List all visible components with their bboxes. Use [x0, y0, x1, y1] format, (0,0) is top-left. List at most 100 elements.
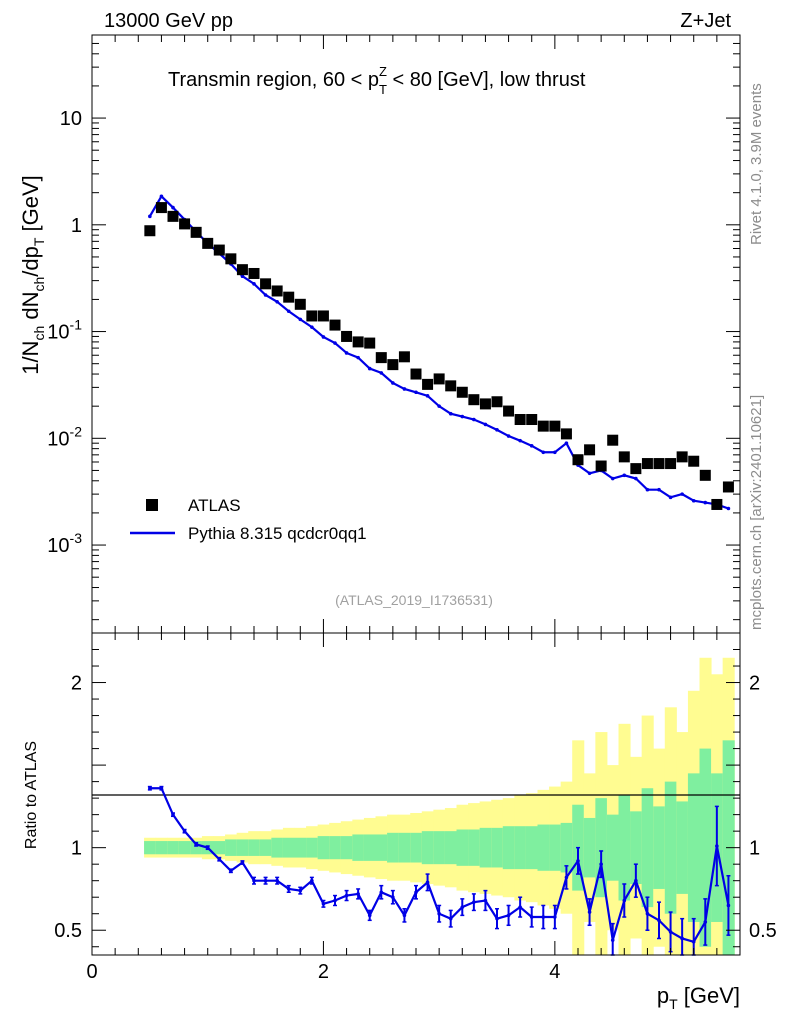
mc-point — [344, 351, 349, 355]
atlas-point — [503, 405, 515, 417]
atlas-series — [144, 202, 734, 510]
ratio-point — [182, 829, 187, 833]
mc-point — [610, 476, 615, 481]
x-axis-label: pT [GeV] — [657, 983, 740, 1012]
energy-label: 13000 GeV pp — [104, 10, 233, 32]
atlas-point — [572, 454, 584, 466]
ratio-mc-series — [147, 785, 731, 956]
mc-point — [518, 438, 522, 443]
ratio-point — [229, 868, 233, 873]
ratio-band-green — [248, 839, 261, 856]
atlas-point — [618, 451, 630, 463]
atlas-point — [260, 278, 272, 290]
ratio-point — [367, 913, 372, 918]
ratio-band-green — [259, 839, 272, 856]
atlas-point — [514, 414, 526, 426]
ratio-point — [460, 905, 465, 909]
ratio-band-green — [641, 788, 654, 908]
ratio-point — [576, 859, 580, 863]
atlas-point — [352, 336, 364, 348]
mc-point — [275, 300, 279, 304]
ratio-point — [286, 887, 291, 891]
main-y-tick-labels: 10 1 10-1 10-2 10-3 — [47, 108, 82, 557]
ratio-point — [425, 880, 430, 885]
main-y-tick-label: 10-2 — [47, 423, 82, 450]
ratio-band-green — [225, 839, 238, 856]
ratio-point — [622, 898, 627, 903]
mc-point — [402, 387, 407, 391]
atlas-point — [248, 267, 260, 279]
atlas-point — [653, 458, 665, 470]
atlas-point — [468, 394, 480, 406]
atlas-point — [387, 359, 399, 371]
atlas-point — [607, 434, 619, 446]
mc-point — [448, 411, 453, 416]
ratio-point — [587, 910, 592, 914]
mc-point — [726, 506, 731, 511]
atlas-point — [202, 237, 214, 249]
atlas-point — [190, 226, 202, 238]
main-y-axis-label: 1/Nch dNch/dpT [GeV] — [18, 175, 47, 375]
ratio-band-green — [375, 834, 388, 861]
atlas-point — [445, 380, 457, 392]
atlas-point — [549, 420, 561, 432]
atlas-point — [641, 458, 653, 470]
atlas-point — [433, 373, 445, 385]
analysis-watermark: (ATLAS_2019_I1736531) — [335, 592, 493, 608]
atlas-point — [294, 298, 306, 310]
atlas-point — [341, 330, 353, 342]
ratio-y-tick-label-right: 1 — [749, 838, 760, 860]
atlas-point — [144, 225, 156, 237]
ratio-band-green — [676, 801, 689, 894]
ratio-point — [529, 915, 534, 919]
atlas-point — [722, 481, 734, 493]
atlas-point — [283, 291, 295, 303]
ratio-band-green — [502, 826, 515, 870]
title-sup: Z — [379, 64, 387, 79]
ratio-point — [703, 920, 708, 924]
ratio-point — [252, 878, 256, 883]
ratio-point — [691, 939, 696, 944]
mc-point — [634, 476, 638, 481]
x-tick-label: 2 — [318, 961, 329, 983]
atlas-point — [456, 386, 468, 398]
ratio-y-tick-label-right: 0.5 — [749, 920, 777, 942]
ratio-band-green — [491, 827, 504, 868]
atlas-point — [422, 378, 434, 390]
mc-point — [437, 404, 441, 408]
ratio-band-green — [340, 836, 353, 860]
ratio-band-green — [549, 824, 562, 871]
ratio-point — [645, 911, 650, 916]
ratio-band-green — [155, 841, 168, 855]
ratio-point — [148, 786, 152, 791]
ratio-point — [483, 898, 488, 903]
ratio-point — [414, 890, 418, 895]
ratio-point — [333, 898, 337, 903]
mc-point — [657, 487, 661, 492]
atlas-point — [271, 285, 283, 297]
mc-point — [310, 325, 314, 329]
ratio-point — [321, 902, 326, 906]
ratio-point — [194, 842, 198, 847]
ratio-band-green — [525, 826, 538, 870]
legend: ATLAS Pythia 8.315 qcdcr0qq1 — [130, 496, 367, 543]
ratio-band-green — [687, 773, 700, 922]
mc-point — [425, 394, 430, 398]
main-y-tick-label: 10 — [60, 108, 82, 130]
mcplots-label: mcplots.cern.ch [arXiv:2401.10621] — [748, 395, 765, 630]
ratio-band-green — [444, 831, 457, 865]
atlas-point — [179, 218, 191, 230]
legend-atlas-label: ATLAS — [188, 496, 241, 515]
ratio-point — [263, 878, 268, 883]
ratio-band-green — [306, 837, 319, 858]
ratio-point — [715, 844, 719, 848]
mc-point — [691, 498, 696, 503]
mc-point — [240, 274, 245, 279]
ratio-y-tick-label: 2 — [71, 673, 82, 695]
mc-point — [587, 471, 592, 476]
ratio-band-green — [167, 841, 180, 855]
ratio-point — [506, 913, 511, 918]
x-tick-label: 0 — [86, 961, 97, 983]
atlas-point — [665, 458, 677, 470]
atlas-point — [630, 463, 642, 475]
